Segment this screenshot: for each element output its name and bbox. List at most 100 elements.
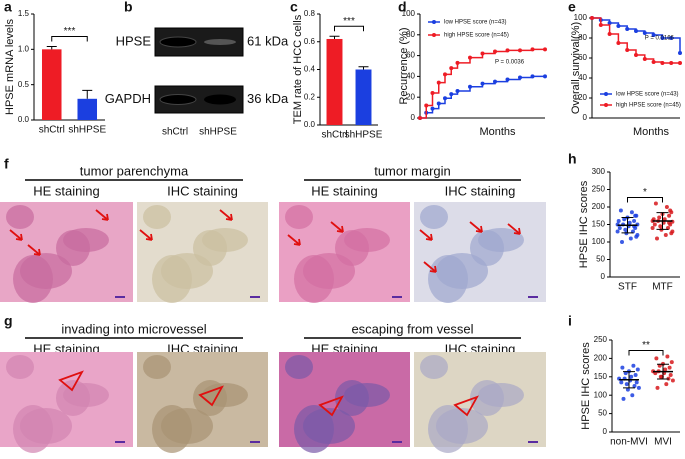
panel-letter: e — [568, 0, 576, 15]
legend-label: low HPSE score (n=43) — [444, 20, 507, 26]
scale-bar — [115, 441, 125, 443]
y-tick-label: 0.4 — [304, 65, 316, 74]
legend-label: low HPSE score (n=43) — [616, 92, 679, 98]
marker — [518, 48, 522, 53]
triangle-marker — [198, 385, 224, 407]
arrow — [423, 261, 437, 273]
marker — [651, 60, 656, 64]
dot — [653, 201, 658, 206]
y-tick-label: 150 — [592, 220, 606, 229]
error-bar — [329, 35, 340, 39]
marker — [678, 61, 682, 65]
legend-label: high HPSE score (n=45) — [616, 103, 681, 109]
annotation: P = 0.0036 — [495, 60, 525, 66]
marker — [449, 66, 454, 71]
y-tick-label: 0 — [583, 113, 588, 122]
marker — [518, 75, 522, 80]
y-tick-label: 50 — [596, 255, 605, 264]
dot — [635, 367, 640, 372]
tissue-region — [63, 383, 109, 407]
tissue-region — [420, 205, 448, 229]
scale-bar — [528, 296, 538, 298]
dot — [624, 382, 629, 387]
stain-label: IHC staining — [167, 183, 238, 198]
significance: * — [643, 187, 647, 198]
y-tick-label: 1.0 — [18, 44, 30, 53]
marker — [598, 23, 603, 27]
tissue-region — [303, 408, 355, 444]
tissue-region — [63, 228, 109, 252]
y-tick-label: 50 — [598, 409, 607, 418]
group-title: tumor parenchyma — [80, 163, 189, 178]
dot — [621, 396, 626, 401]
marker — [418, 116, 422, 120]
y-axis-title: TEM rate of HCC cells — [292, 14, 304, 124]
scale-bar — [392, 441, 402, 443]
stain-label: HE staining — [33, 183, 99, 198]
y-tick-label: 100 — [402, 9, 416, 18]
arrow — [419, 229, 433, 241]
marker — [625, 27, 630, 31]
dot — [634, 380, 639, 385]
sd-bar — [657, 363, 669, 380]
tissue-region — [478, 228, 524, 252]
marker — [430, 91, 435, 96]
panel-letter: a — [4, 0, 12, 15]
tissue-region — [202, 228, 248, 252]
y-axis-title: HPSE IHC scores — [578, 180, 590, 268]
bar — [326, 38, 343, 125]
y-tick-label: 150 — [594, 372, 608, 381]
tissue-region — [285, 355, 313, 379]
dot — [633, 372, 638, 377]
tissue-region — [161, 408, 213, 444]
significance-bracket — [51, 36, 88, 42]
tissue-region — [6, 355, 34, 379]
tissue-region — [436, 408, 488, 444]
dot — [620, 365, 625, 370]
blot-size: 36 kDa — [247, 91, 289, 106]
marker — [616, 41, 621, 45]
y-tick-label: 100 — [592, 237, 606, 246]
dot — [663, 233, 668, 237]
marker — [505, 77, 510, 82]
x-tick-label: MTF — [652, 282, 673, 293]
blot-band — [204, 94, 236, 105]
y-tick-label: 1.5 — [18, 9, 30, 18]
error-bar — [82, 89, 93, 99]
y-tick-label: 80 — [406, 30, 415, 39]
tissue-region — [478, 383, 524, 407]
group-title: escaping from vessel — [351, 321, 473, 336]
arrow — [95, 209, 109, 221]
y-tick-label: 300 — [592, 167, 606, 176]
marker — [678, 51, 682, 55]
dot — [667, 213, 672, 218]
legend-marker — [432, 20, 436, 24]
tissue-region — [6, 205, 34, 229]
x-tick-label: shHPSE — [345, 130, 383, 141]
arrow — [27, 244, 41, 256]
tissue-region — [20, 408, 72, 444]
panel-letter: g — [4, 313, 13, 329]
sd-bar — [623, 371, 635, 389]
stain-label: IHC staining — [445, 183, 516, 198]
x-tick-label: MVI — [654, 437, 672, 448]
dot — [634, 234, 639, 239]
marker — [468, 84, 472, 89]
significance: *** — [64, 26, 76, 37]
marker — [530, 47, 535, 52]
tissue-region — [143, 355, 171, 379]
y-tick-label: 0.0 — [18, 115, 30, 124]
marker — [543, 74, 547, 79]
legend-marker — [604, 103, 608, 107]
y-tick-label: 200 — [594, 354, 608, 363]
marker — [480, 81, 485, 86]
dot — [617, 226, 622, 230]
marker — [468, 55, 472, 60]
marker — [436, 80, 441, 85]
tissue-region — [20, 253, 72, 289]
dot — [622, 217, 627, 222]
panel-letter: b — [124, 0, 133, 15]
legend-label: high HPSE score (n=45) — [444, 33, 509, 39]
marker — [616, 24, 621, 28]
blot-band — [159, 36, 197, 48]
